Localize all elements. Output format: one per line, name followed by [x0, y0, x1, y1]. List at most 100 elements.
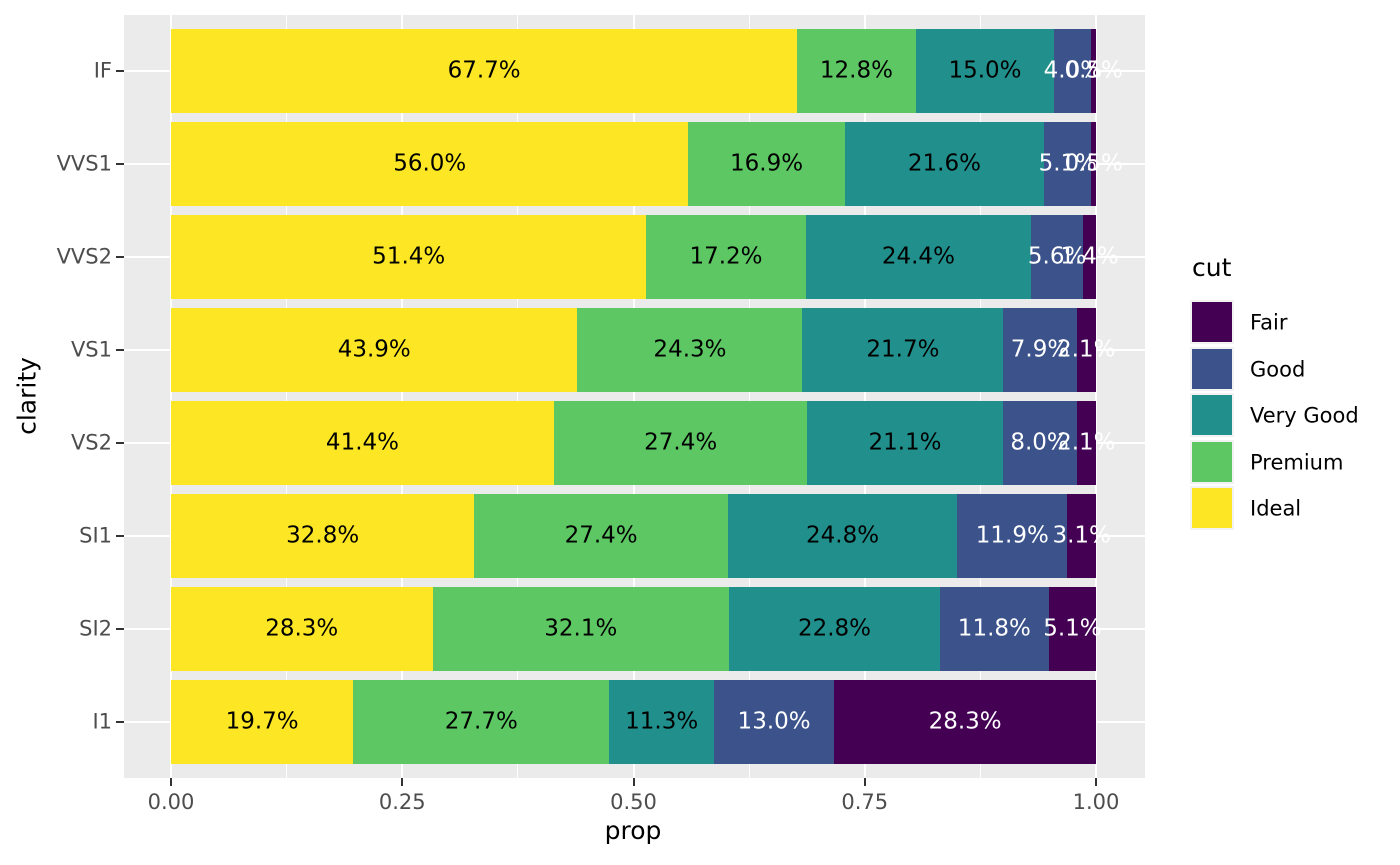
bar-segment-ideal — [171, 121, 689, 206]
ideal-swatch-icon — [1192, 488, 1232, 528]
y-axis-tick — [116, 255, 124, 258]
x-axis-tick — [170, 778, 172, 786]
bar-row-i1: 19.7% 27.7% 11.3% 13.0% 28.3% — [171, 679, 1096, 764]
bar-segment-good — [1054, 28, 1092, 113]
bar-segment-very-good — [802, 307, 1004, 392]
y-axis-label-vvs2: VVS2 — [56, 244, 112, 269]
minor-gridline — [748, 15, 750, 778]
bar-segment-very-good — [729, 586, 940, 671]
x-axis-tick-label: 0.00 — [147, 790, 195, 814]
bar-segment-premium — [353, 679, 610, 764]
bar-segment-fair — [1091, 121, 1096, 206]
legend-title: cut — [1192, 253, 1232, 282]
bar-segment-fair — [1091, 28, 1096, 113]
y-axis-tick — [116, 348, 124, 351]
bar-segment-ideal — [171, 214, 647, 299]
legend-key — [1190, 393, 1234, 437]
bar-segment-premium — [646, 214, 806, 299]
bar-segment-good — [939, 586, 1049, 671]
bar-segment-premium — [688, 121, 845, 206]
fair-swatch-icon — [1192, 302, 1232, 342]
legend-entry-label: Good — [1250, 357, 1306, 382]
bar-row-vvs1: 56.0% 16.9% 21.6% 5.1% 0.5% — [171, 121, 1123, 206]
bar-segment-very-good — [609, 679, 714, 764]
bar-segment-fair — [1083, 214, 1096, 299]
bar-segment-premium — [553, 400, 808, 485]
y-axis-tick — [116, 534, 124, 537]
legend-entry-very-good: Very Good — [1190, 393, 1359, 440]
y-axis-tick — [116, 162, 124, 165]
bar-segment-ideal — [171, 400, 554, 485]
major-gridline — [1095, 15, 1097, 778]
major-gridline — [863, 15, 866, 778]
bar-segment-ideal — [171, 586, 433, 671]
bar-segment-very-good — [807, 400, 1003, 485]
bar-segment-ideal — [171, 307, 578, 392]
x-axis-title: prop — [604, 816, 662, 845]
major-gridline — [401, 15, 404, 778]
bar-segment-ideal — [171, 493, 475, 578]
good-swatch-icon — [1192, 348, 1232, 389]
bar-segment-ideal — [171, 28, 798, 113]
legend-key — [1190, 439, 1234, 484]
legend-entry-label: Premium — [1250, 450, 1344, 475]
bar-row-vs1: 43.9% 24.3% 21.7% 7.9% 2.1% — [171, 307, 1115, 392]
bar-row-if: 67.7% 12.8% 15.0% 4.0% 0.5% — [171, 28, 1123, 113]
minor-gridline — [979, 15, 981, 778]
bar-segment-very-good — [727, 493, 958, 578]
x-axis-tick — [401, 778, 404, 786]
bar-row-si1: 32.8% 27.4% 24.8% 11.9% 3.1% — [171, 493, 1111, 578]
x-axis-tick — [863, 778, 866, 786]
y-axis-tick — [116, 627, 124, 630]
y-axis-label-vs1: VS1 — [70, 337, 112, 362]
x-axis-tick — [632, 778, 635, 786]
bar-segment-good — [1003, 307, 1077, 392]
bar-segment-fair — [1067, 493, 1096, 578]
legend-key — [1190, 486, 1234, 530]
minor-gridline — [286, 15, 288, 778]
x-axis-tick — [1095, 778, 1097, 786]
y-axis-title: clarity — [12, 357, 42, 435]
y-axis-label-i1: I1 — [92, 709, 112, 734]
bar-segment-premium — [432, 586, 730, 671]
legend-entry-label: Ideal — [1250, 496, 1302, 521]
bar-segment-good — [1031, 214, 1084, 299]
premium-swatch-icon — [1192, 441, 1232, 482]
bar-segment-good — [957, 493, 1068, 578]
bar-segment-fair — [834, 679, 1096, 764]
legend: cut Fair Good Very Good Premium Ideal — [1190, 253, 1359, 533]
y-axis-label-si2: SI2 — [79, 616, 112, 641]
bar-segment-fair — [1076, 307, 1096, 392]
legend-key — [1190, 346, 1234, 391]
bar-row-vvs2: 51.4% 17.2% 24.4% 5.6% 1.4% — [171, 214, 1119, 299]
bar-segment-very-good — [915, 28, 1055, 113]
bar-segment-very-good — [844, 121, 1045, 206]
y-axis-label-vs2: VS2 — [70, 430, 112, 455]
x-axis-tick-label: 0.75 — [841, 790, 889, 814]
y-axis-tick — [116, 720, 124, 723]
bar-row-si2: 28.3% 32.1% 22.8% 11.8% 5.1% — [171, 586, 1102, 671]
bar-segment-good — [713, 679, 835, 764]
bar-segment-fair — [1048, 586, 1096, 671]
bar-segment-good — [1002, 400, 1077, 485]
x-axis-tick-label: 1.00 — [1072, 790, 1120, 814]
legend-entry-ideal: Ideal — [1190, 486, 1301, 533]
very-good-swatch-icon — [1192, 395, 1232, 435]
legend-entries: Fair Good Very Good Premium Ideal — [1190, 300, 1359, 533]
minor-gridline — [517, 15, 519, 778]
major-gridline — [632, 15, 635, 778]
y-axis-tick — [116, 441, 124, 444]
y-axis-label-si1: SI1 — [79, 523, 112, 548]
major-gridline — [170, 15, 172, 778]
x-axis-tick-label: 0.50 — [610, 790, 657, 814]
legend-entry-fair: Fair — [1190, 300, 1288, 347]
y-axis-label-if: IF — [93, 58, 112, 83]
y-axis-tick — [116, 69, 124, 72]
legend-entry-label: Fair — [1250, 310, 1288, 335]
y-axis-label-vvs1: VVS1 — [56, 151, 112, 176]
bar-segment-good — [1044, 121, 1092, 206]
bar-row-vs2: 41.4% 27.4% 21.1% 8.0% 2.1% — [171, 400, 1116, 485]
bar-segment-premium — [474, 493, 728, 578]
bar-segment-fair — [1076, 400, 1096, 485]
